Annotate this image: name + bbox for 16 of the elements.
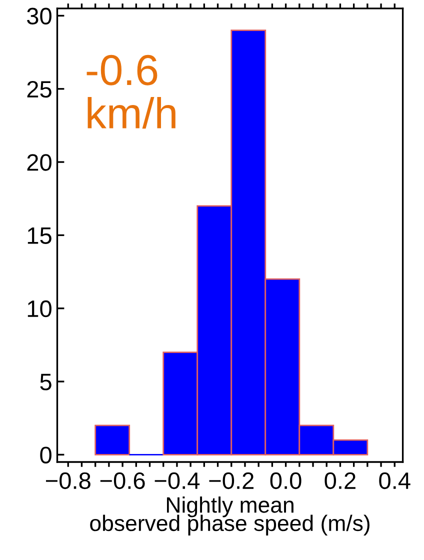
- x-tick-label: 0.4: [379, 472, 410, 490]
- annotation: -0.6 km/h: [86, 54, 176, 129]
- x-tick-label: 0.2: [324, 472, 356, 490]
- y-tick-label: 0: [40, 446, 52, 464]
- x-tick-label: −0.6: [100, 472, 145, 490]
- y-tick-label: 25: [27, 80, 52, 98]
- y-tick-label: 15: [28, 228, 52, 244]
- x-tick-label: −0.2: [209, 472, 254, 490]
- y-tick-label: 10: [28, 300, 52, 318]
- x-tick-label: −0.4: [154, 472, 200, 490]
- x-tick-label: −0.8: [46, 472, 90, 490]
- y-tick-label: 30: [27, 8, 52, 25]
- y-tick-label: 5: [40, 374, 52, 390]
- y-tick-label: 20: [27, 154, 52, 171]
- x-tick-label: 0.0: [270, 472, 302, 490]
- x-axis-title: Nightly mean observed phase speed (m/s): [90, 496, 370, 536]
